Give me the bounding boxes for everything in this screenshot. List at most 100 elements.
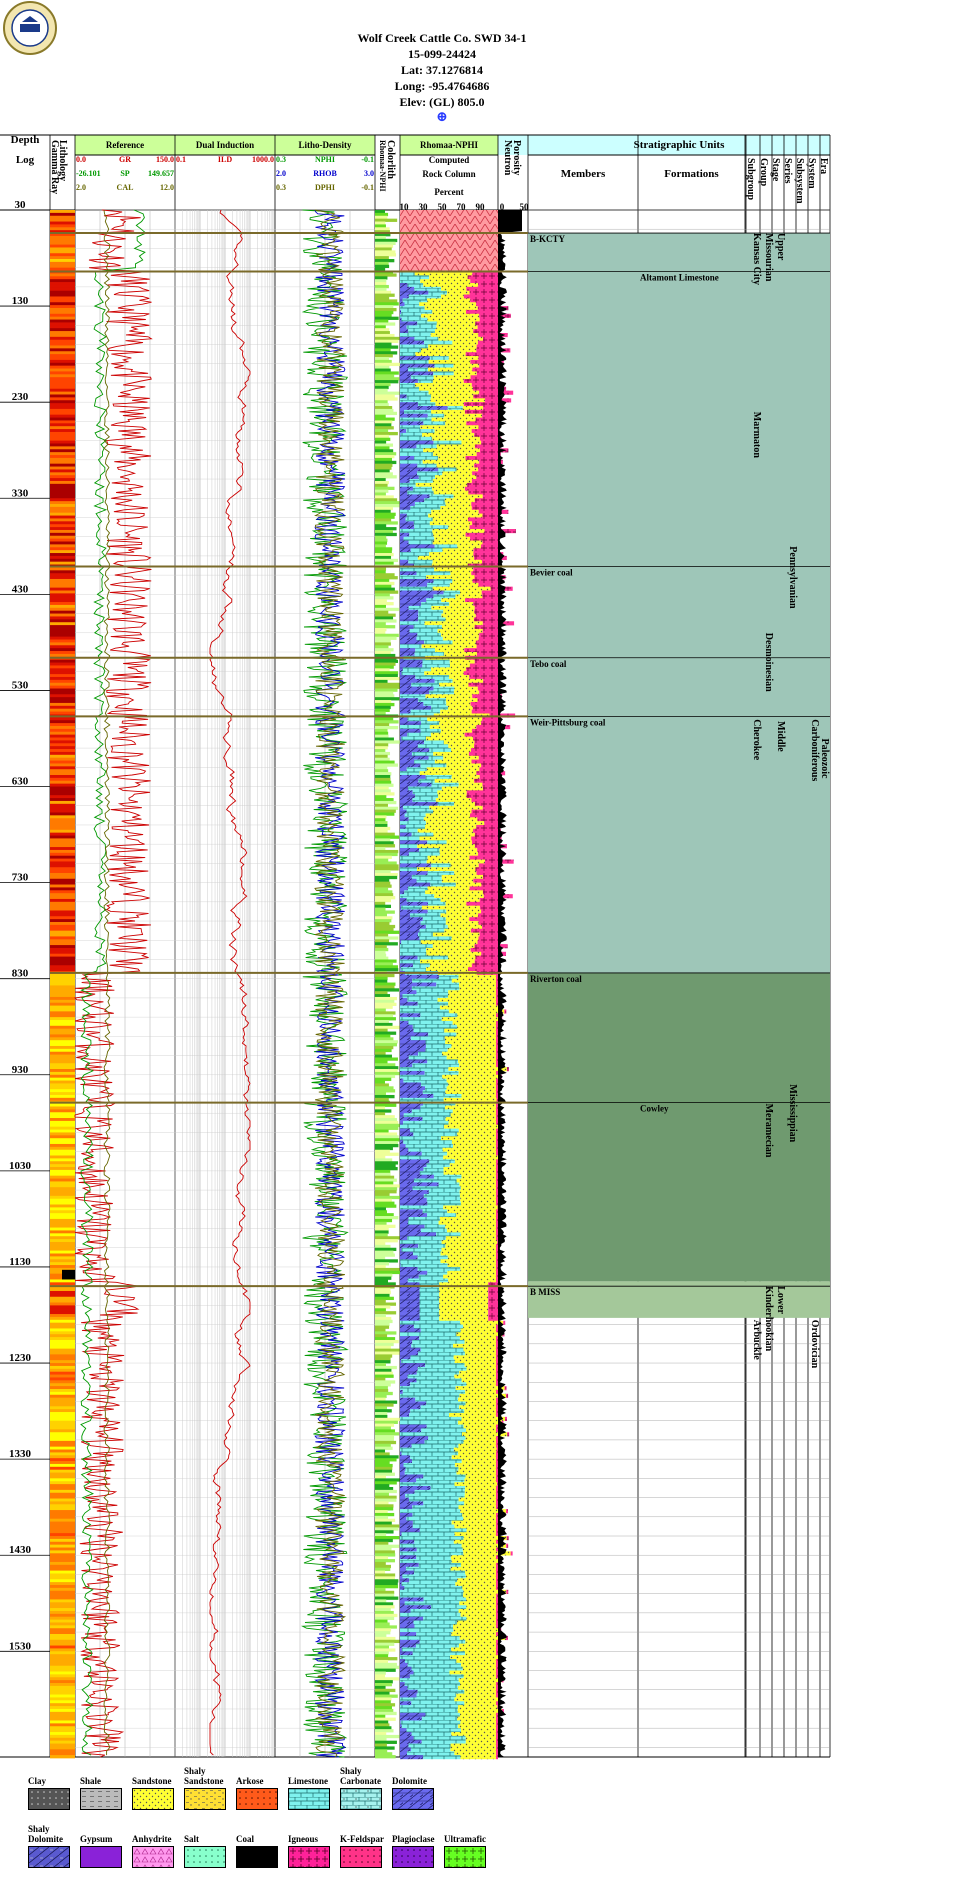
rock-segment [441, 786, 483, 791]
gamma-ray-color-band [50, 426, 75, 430]
rock-segment [496, 1424, 498, 1429]
colorlith-band [375, 1409, 392, 1413]
strat-unit-label: Desmoinesian [763, 633, 774, 692]
rock-segment [427, 855, 470, 860]
rock-segment [454, 1524, 497, 1529]
colorlith-band [375, 1060, 388, 1064]
rhomaa-tick: 70 [457, 202, 467, 212]
gamma-ray-color-band [50, 1106, 75, 1110]
rock-segment [496, 1466, 498, 1471]
rock-segment [410, 1747, 451, 1752]
rock-segment [400, 256, 498, 261]
rock-segment [401, 1359, 455, 1364]
rock-segment [400, 1589, 464, 1594]
rock-segment [418, 1351, 465, 1356]
rock-segment [441, 1017, 501, 1022]
rock-segment [400, 1174, 434, 1179]
rock-segment [461, 440, 482, 445]
rock-segment [443, 590, 461, 595]
colorlith-band [375, 1619, 388, 1623]
rock-segment [400, 613, 419, 618]
legend-swatch-pattern [393, 1789, 433, 1809]
rock-segment [400, 1170, 420, 1176]
colorlith-band [375, 1585, 399, 1589]
rock-segment [400, 425, 421, 430]
gamma-ray-color-band [50, 950, 75, 955]
rock-segment [412, 1520, 452, 1525]
rock-segment [453, 494, 483, 499]
rock-segment [423, 1193, 460, 1199]
gamma-ray-color-band [50, 809, 75, 813]
gamma-ray-color-band [50, 1723, 75, 1727]
rock-segment [454, 801, 475, 807]
colorlith-band [375, 1115, 395, 1119]
colorlith-band [375, 1345, 391, 1350]
colorlith-band [375, 1337, 396, 1341]
rock-segment [464, 1409, 497, 1414]
rock-segment [460, 1320, 504, 1325]
gamma-ray-color-band [50, 1654, 75, 1658]
gamma-ray-color-band [50, 276, 75, 280]
rock-segment [419, 1301, 440, 1306]
rock-segment [496, 1370, 498, 1375]
colorlith-band [375, 1423, 395, 1427]
rock-segment [400, 709, 411, 714]
rock-segment [460, 1755, 497, 1760]
colorlith-band [375, 875, 398, 880]
rock-segment [496, 1024, 498, 1029]
dual-induction-track [209, 209, 251, 1756]
rock-segment [429, 521, 472, 526]
gamma-ray-color-band [50, 339, 75, 343]
gamma-ray-color-band [50, 873, 75, 877]
rock-segment [454, 1159, 497, 1164]
rock-segment [431, 705, 448, 710]
crosshair-circle-icon[interactable]: ⊕ [436, 110, 448, 125]
colorlith-band [375, 354, 393, 358]
colorlith-band [375, 749, 386, 753]
rock-segment [479, 905, 498, 910]
rock-segment [400, 1405, 421, 1410]
rock-segment [441, 294, 464, 299]
rock-segment [474, 659, 498, 664]
rock-segment [418, 1562, 461, 1568]
rock-segment [400, 398, 431, 403]
gamma-ray-color-band [50, 1074, 75, 1079]
rock-segment [429, 748, 452, 753]
colorlith-band [375, 1386, 388, 1390]
colorlith-band [375, 287, 387, 292]
gamma-ray-color-band [50, 1743, 75, 1747]
colorlith-band [375, 527, 397, 531]
rock-segment [465, 1739, 497, 1744]
rock-segment [417, 932, 433, 937]
rock-segment [400, 1416, 462, 1421]
rock-segment [428, 359, 471, 365]
gamma-ray-color-band [50, 377, 75, 381]
rock-segment [400, 1582, 402, 1587]
rock-segment [488, 1305, 498, 1310]
rock-segment [447, 406, 463, 411]
rock-segment [488, 1316, 498, 1322]
colorlith-band [375, 1752, 393, 1756]
rock-segment [496, 1366, 498, 1372]
rock-segment [400, 1017, 442, 1022]
depth-label: 1030 [9, 1160, 32, 1172]
colorlith-band [375, 1501, 389, 1505]
rock-segment [424, 340, 453, 345]
rock-segment [400, 694, 426, 699]
rock-segment [466, 790, 498, 795]
gamma-ray-color-band [50, 1290, 75, 1295]
rock-segment [459, 1182, 497, 1187]
gamma-ray-color-band [50, 1034, 75, 1038]
rock-segment [506, 1589, 509, 1594]
strat-unit-label: Ordovician [809, 1320, 820, 1369]
colorlith-band [375, 1708, 394, 1713]
colorlith-band [375, 501, 400, 505]
rock-segment [448, 1120, 497, 1126]
top-label: Weir-Pittsburg coal [530, 717, 606, 727]
legend-item: Ultramafic [444, 1820, 498, 1868]
colorlith-band [375, 1097, 389, 1102]
gamma-ray-color-band [50, 867, 75, 871]
colorlith-band [375, 1383, 391, 1387]
legend-item: Shaly Carbonate [340, 1762, 394, 1810]
rock-segment [426, 951, 482, 956]
